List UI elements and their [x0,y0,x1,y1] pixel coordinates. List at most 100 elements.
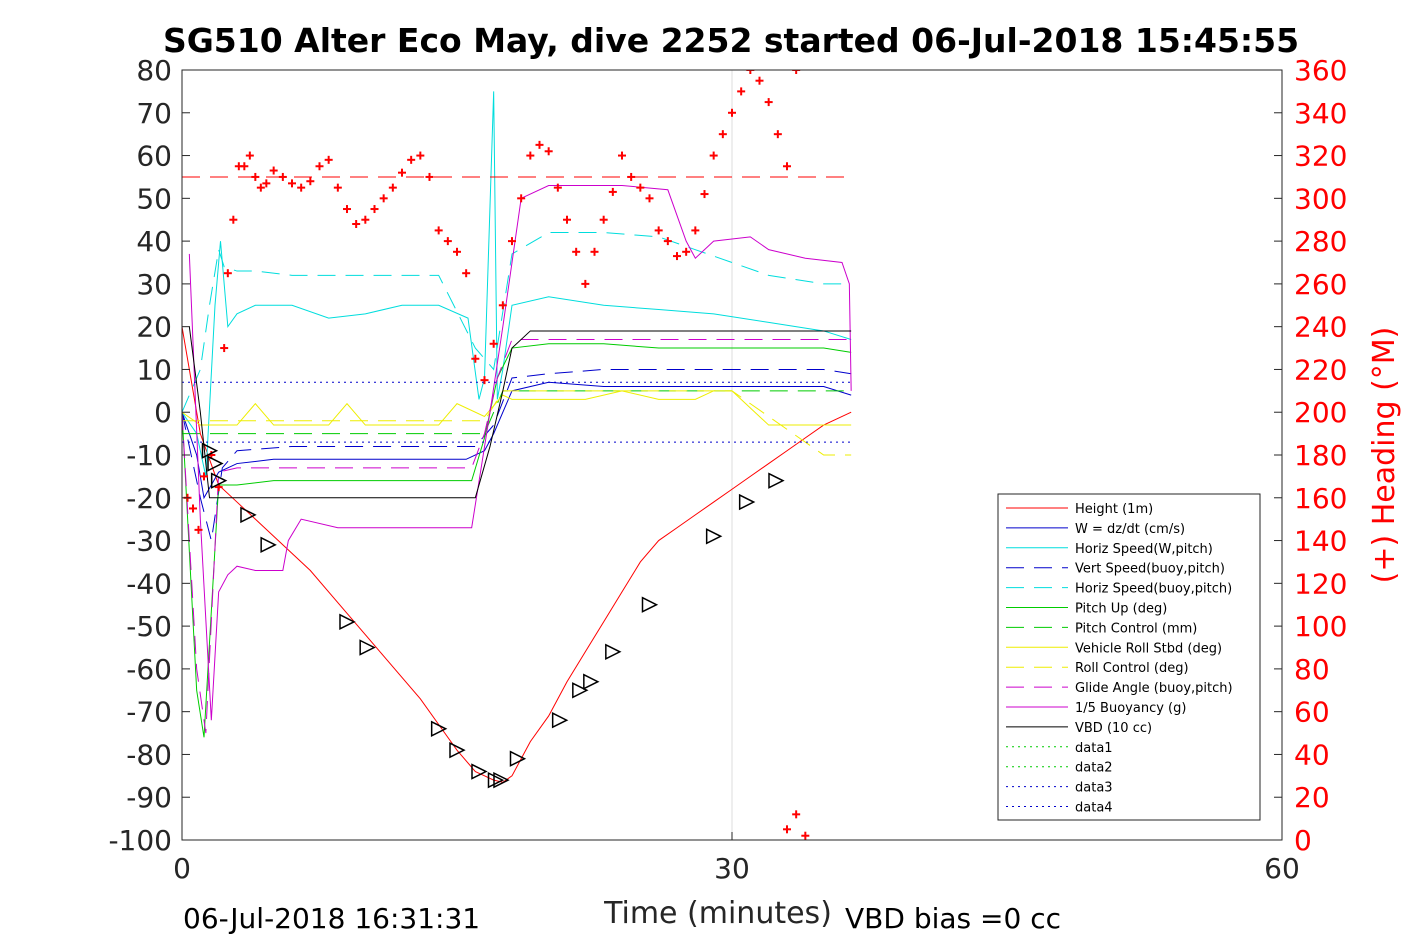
y2-tick-label: 260 [1294,268,1347,301]
y2-tick-label: 180 [1294,439,1347,472]
heading-point [517,194,526,203]
heading-point [425,172,434,181]
y2-tick-label: 200 [1294,396,1347,429]
x-tick-label: 30 [714,852,750,885]
heading-point [434,226,443,235]
legend-label: data3 [1075,781,1113,796]
y-tick-label: 10 [136,353,172,386]
heading-point [792,810,801,819]
y2-tick-label: 40 [1294,738,1330,771]
depth-marker [430,720,448,737]
series-line [188,185,852,721]
y-tick-label: -20 [126,482,172,515]
y2-tick-label: 240 [1294,311,1347,344]
y-tick-label: -10 [126,439,172,472]
heading-point [462,269,471,278]
legend-label: 1/5 Buoyancy (g) [1075,701,1186,716]
y2-tick-label: 120 [1294,567,1347,600]
y2-axis-label: (+) Heading (°M) [1367,327,1402,584]
y-tick-label: 60 [136,140,172,173]
depth-marker [210,472,228,489]
y-tick-label: 70 [136,97,172,130]
heading-point [269,166,278,175]
legend-label: Vehicle Roll Stbd (deg) [1075,641,1222,656]
y-axis-right: 3603403203002802602402202001801601401201… [1274,54,1347,857]
heading-point [324,155,333,164]
heading-point [200,472,208,481]
series-line [182,390,852,435]
marker-layer [201,442,785,789]
heading-point [453,247,461,256]
heading-point [645,194,654,203]
heading-point [288,179,296,188]
depth-marker [260,536,277,554]
heading-point [398,168,406,177]
heading-point [333,183,342,192]
y2-tick-label: 360 [1294,54,1347,87]
legend-label: Pitch Up (deg) [1075,602,1167,617]
heading-point [718,130,727,139]
heading-point [416,151,425,160]
y-tick-label: -90 [126,781,172,814]
series-line [182,343,852,738]
heading-point [379,194,388,203]
heading-point [370,205,379,214]
heading-point [443,237,452,246]
y2-tick-label: 280 [1294,225,1347,258]
heading-point [636,183,645,192]
y-tick-label: 50 [136,182,172,215]
legend-label: data4 [1075,801,1113,816]
legend-label: Pitch Control (mm) [1075,621,1197,636]
heading-point [755,76,764,85]
legend-label: Horiz Speed(W,pitch) [1075,542,1213,557]
y-tick-label: -60 [126,653,172,686]
legend-label: Glide Angle (buoy,pitch) [1075,681,1233,696]
y-tick-label: 20 [136,311,172,344]
heading-point [773,130,782,139]
heading-point [240,162,249,171]
footer-timestamp: 06-Jul-2018 16:31:31 [183,902,480,935]
heading-point [563,215,571,224]
heading-point [746,70,755,74]
y2-tick-label: 320 [1294,140,1347,173]
y-tick-label: -50 [126,610,172,643]
chart-title: SG510 Alter Eco May, dive 2252 started 0… [163,21,1299,60]
depth-marker [359,639,376,656]
heading-point [783,825,791,834]
heading-point [783,162,791,171]
heading-point [361,215,370,224]
heading-point [581,279,590,288]
footer-vbd-bias: VBD bias =0 cc [845,902,1061,935]
heading-point [599,215,608,224]
x-tick-label: 0 [173,852,191,885]
heading-point [544,147,553,156]
heading-point [343,205,351,214]
heading-point [278,172,287,181]
y2-tick-label: 20 [1294,781,1330,814]
heading-point [700,190,709,199]
y2-tick-label: 340 [1294,97,1347,130]
heading-point [223,269,232,278]
y-tick-label: -100 [108,824,172,857]
heading-point [262,179,271,188]
y2-tick-label: 300 [1294,182,1347,215]
series-line [182,232,852,413]
heading-point [498,301,507,310]
series-line [182,339,852,734]
legend-label: data2 [1075,761,1113,776]
heading-point [471,354,480,363]
series-line [182,390,852,426]
legend-label: Horiz Speed(buoy,pitch) [1075,582,1232,597]
heading-point [682,247,691,256]
heading-point [526,151,535,160]
depth-marker [705,528,723,545]
depth-marker [572,682,589,699]
y2-tick-label: 0 [1294,824,1312,857]
series-line [188,326,852,499]
legend-label: VBD (10 cc) [1075,721,1152,736]
legend: Height (1m) W = dz/dt (cm/s) Horiz Speed(W… [997,493,1261,821]
y2-tick-label: 80 [1294,653,1330,686]
heading-point [618,151,626,160]
depth-marker [201,442,219,459]
heading-point [801,831,810,840]
